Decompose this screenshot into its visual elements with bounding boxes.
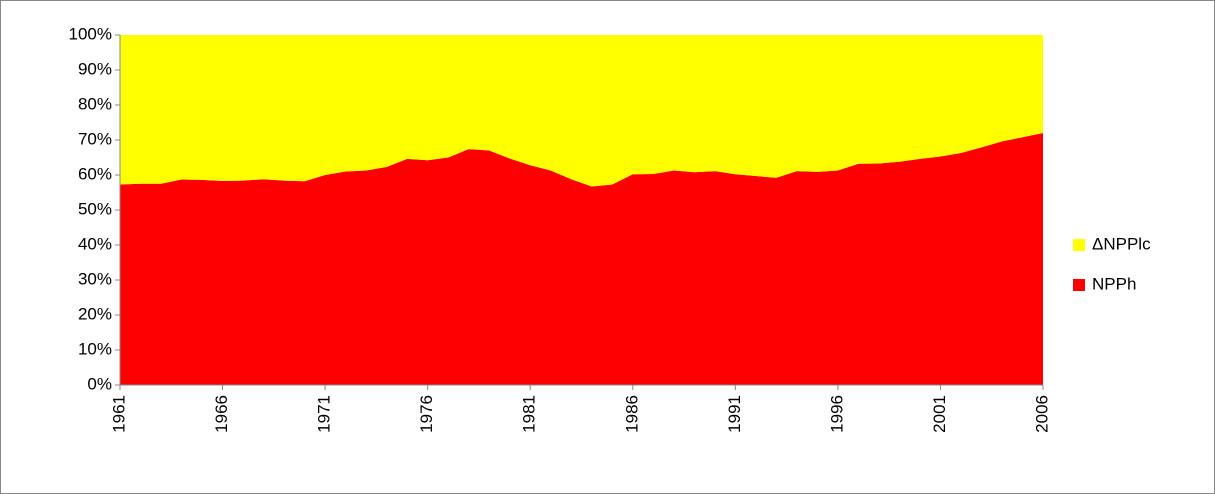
legend-swatch <box>1073 239 1085 251</box>
x-tick-label: 2001 <box>930 395 949 433</box>
x-tick-label: 1996 <box>827 395 846 433</box>
y-tick-label: 70% <box>78 129 112 148</box>
x-tick-label: 1981 <box>520 395 539 433</box>
y-tick-label: 30% <box>78 269 112 288</box>
legend-swatch <box>1073 279 1085 291</box>
y-tick-label: 90% <box>78 59 112 78</box>
x-tick-label: 1966 <box>212 395 231 433</box>
y-tick-label: 50% <box>78 199 112 218</box>
y-tick-label: 60% <box>78 164 112 183</box>
y-tick-label: 40% <box>78 234 112 253</box>
y-tick-label: 0% <box>87 374 112 393</box>
area <box>120 133 1043 385</box>
x-tick-label: 2006 <box>1032 395 1051 433</box>
area <box>120 35 1043 187</box>
x-tick-label: 1986 <box>622 395 641 433</box>
y-tick-label: 100% <box>69 24 112 43</box>
y-tick-label: 10% <box>78 339 112 358</box>
x-tick-label: 1961 <box>109 395 128 433</box>
x-tick-label: 1971 <box>315 395 334 433</box>
x-tick-label: 1976 <box>417 395 436 433</box>
y-tick-label: 80% <box>78 94 112 113</box>
x-tick-label: 1991 <box>725 395 744 433</box>
y-tick-label: 20% <box>78 304 112 323</box>
legend-label: ΔNPPlc <box>1092 234 1151 253</box>
legend-label: NPPh <box>1092 274 1136 293</box>
